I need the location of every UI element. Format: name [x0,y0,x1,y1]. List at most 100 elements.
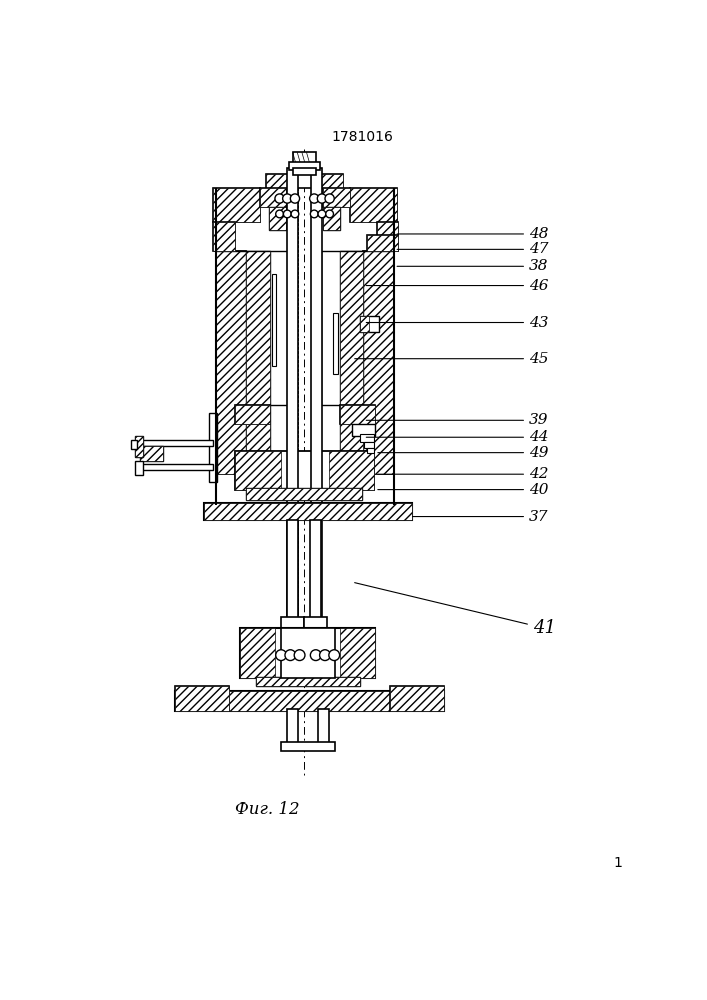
Text: Фиг. 12: Фиг. 12 [235,801,300,818]
Bar [266,174,287,188]
Bar [360,316,369,332]
Bar [266,174,343,188]
Bar [140,446,163,461]
Bar [135,436,143,457]
Circle shape [310,650,321,661]
Bar [135,461,143,475]
Bar [269,207,286,230]
Bar [175,686,229,711]
Bar [311,168,322,630]
Bar [235,451,281,490]
Circle shape [276,210,284,218]
Bar [340,405,375,424]
Text: 40: 40 [378,483,549,497]
Bar [329,451,373,490]
Circle shape [294,650,305,661]
Bar [216,251,247,474]
Bar [287,168,298,630]
Circle shape [326,210,334,218]
Bar [293,152,316,163]
Bar [247,251,269,474]
Bar [340,628,375,678]
Bar [259,188,286,207]
Bar [140,440,214,446]
Circle shape [275,194,284,203]
Bar [247,488,362,500]
Circle shape [276,650,286,661]
Bar [256,677,360,686]
Bar [293,168,316,175]
Circle shape [325,194,334,203]
Bar [175,691,444,711]
Bar [340,251,363,474]
Bar [304,617,327,632]
Bar [281,628,335,678]
Bar [235,405,269,424]
Bar [140,464,214,470]
Bar [321,174,343,188]
Bar [281,742,335,751]
Bar [269,207,286,230]
Bar [135,436,143,457]
Bar [247,488,362,500]
Text: 1781016: 1781016 [331,130,393,144]
Text: 44: 44 [366,430,549,444]
Bar [351,188,397,222]
Bar [368,448,373,453]
Bar [131,440,137,449]
Text: 37: 37 [412,510,549,524]
Bar [204,503,412,520]
Bar [368,235,398,251]
Text: 47: 47 [397,242,549,256]
Bar [214,188,259,222]
Text: 43: 43 [366,316,549,330]
Text: 46: 46 [366,279,549,293]
Text: 42: 42 [378,467,549,481]
Bar [324,188,351,207]
Bar [377,222,398,236]
Circle shape [320,650,330,661]
Circle shape [291,210,299,218]
Bar [368,235,398,251]
Bar [321,251,340,405]
Circle shape [284,210,291,218]
Bar [351,188,397,222]
Bar [340,251,363,474]
Circle shape [283,194,292,203]
Circle shape [317,194,327,203]
Circle shape [310,194,319,203]
Bar [281,617,304,632]
Bar [235,451,373,490]
Bar [216,251,247,474]
Bar [259,188,286,207]
Circle shape [285,650,296,661]
Bar [360,316,379,332]
Bar [269,251,288,405]
Bar [310,520,321,632]
Bar [256,677,360,686]
Circle shape [318,210,326,218]
Bar [334,312,338,374]
Circle shape [329,650,339,661]
Bar [364,442,373,448]
Bar [240,628,375,678]
Text: 39: 39 [366,413,549,427]
Bar [204,503,412,520]
Bar [214,222,235,251]
Bar [324,207,340,230]
Text: 1: 1 [613,856,622,870]
Text: 45: 45 [355,352,549,366]
Bar [288,162,320,170]
Bar [363,251,395,474]
Bar [287,709,298,748]
Bar [247,251,269,474]
Bar [377,222,398,236]
Bar [324,207,340,230]
Bar [140,446,163,461]
Bar [175,686,229,711]
Bar [324,188,351,207]
Bar [287,520,298,632]
Bar [235,405,269,424]
Text: 38: 38 [397,259,549,273]
Text: 49: 49 [378,446,549,460]
